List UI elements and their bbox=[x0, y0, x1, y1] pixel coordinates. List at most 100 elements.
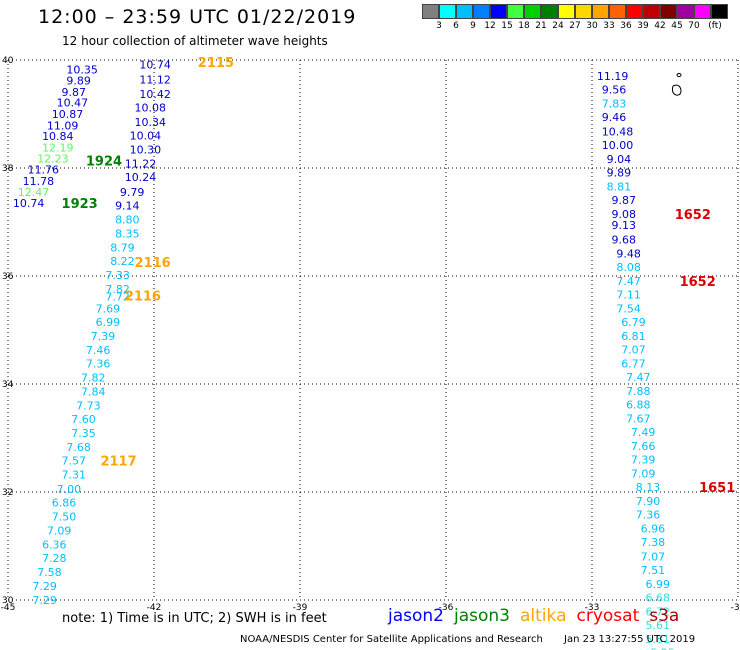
legend-tick-label: 36 bbox=[620, 21, 632, 31]
wave-height-value: 7.57 bbox=[62, 455, 87, 468]
wave-height-value: 7.54 bbox=[616, 302, 641, 315]
wave-height-value: 9.46 bbox=[602, 111, 627, 124]
wave-height-value: 7.58 bbox=[37, 566, 62, 579]
legend-labels: 3 6 9 12 15 18 21 24 27 30 33 36 39 42 45 70 (ft) bbox=[422, 19, 728, 33]
wave-height-value: 6.88 bbox=[626, 399, 651, 412]
satellite-cryosat: cryosat bbox=[576, 606, 640, 626]
wave-height-value: 11.09 bbox=[47, 119, 79, 132]
lat-tick-label: 38 bbox=[2, 164, 14, 174]
legend-swatch bbox=[473, 4, 490, 19]
wave-height-value: 7.72 bbox=[105, 291, 130, 304]
wave-height-value: 9.89 bbox=[607, 166, 632, 179]
pass-time-label: 1923 bbox=[62, 197, 98, 212]
wave-height-value: 7.84 bbox=[81, 386, 106, 399]
wave-height-value: 7.29 bbox=[32, 580, 57, 593]
island-large bbox=[671, 84, 682, 96]
wave-height-value: 9.04 bbox=[607, 153, 632, 166]
legend-swatch bbox=[592, 4, 609, 19]
wave-height-value: 10.42 bbox=[139, 88, 171, 101]
legend-tick-label: 45 bbox=[671, 21, 683, 31]
wave-height-value: 7.38 bbox=[641, 536, 666, 549]
wave-height-value: 7.31 bbox=[62, 469, 87, 482]
wave-height-value: 7.50 bbox=[52, 510, 77, 523]
legend-swatch bbox=[694, 4, 711, 19]
wave-height-value: 9.08 bbox=[611, 208, 636, 221]
credit-text: NOAA/NESDIS Center for Satellite Applica… bbox=[240, 634, 543, 645]
wave-height-value: 7.46 bbox=[86, 344, 111, 357]
wave-height-value: 7.88 bbox=[626, 385, 651, 398]
credit-footer: NOAA/NESDIS Center for Satellite Applica… bbox=[240, 634, 695, 645]
wave-height-value: 11.76 bbox=[27, 164, 59, 177]
legend-tick-label: 39 bbox=[637, 21, 649, 31]
wave-height-value: 10.87 bbox=[52, 108, 84, 121]
satellite-s3a: s3a bbox=[649, 606, 680, 626]
lon-tick-label: -39 bbox=[293, 603, 308, 613]
legend-tick-label: 21 bbox=[535, 21, 547, 31]
island-small bbox=[676, 73, 682, 77]
legend-swatch bbox=[609, 4, 626, 19]
lon-tick-label: -30 bbox=[731, 603, 740, 613]
legend-tick-label: 33 bbox=[603, 21, 615, 31]
lat-tick-label: 32 bbox=[2, 488, 13, 498]
wave-height-value: 12.23 bbox=[37, 152, 68, 165]
wave-height-value: 10.08 bbox=[135, 102, 167, 115]
wave-height-value: 9.56 bbox=[602, 84, 627, 97]
wave-height-value: 7.39 bbox=[631, 454, 656, 467]
wave-height-value: 7.83 bbox=[602, 98, 627, 111]
wave-height-value: 10.04 bbox=[130, 130, 162, 143]
wave-height-value: 6.77 bbox=[621, 357, 646, 370]
wave-height-value: 7.09 bbox=[631, 468, 656, 481]
wave-height-value: 6.68 bbox=[646, 591, 671, 604]
wave-height-value: 7.66 bbox=[631, 440, 656, 453]
wave-height-value: 7.09 bbox=[47, 524, 72, 537]
legend-unit: (ft) bbox=[708, 21, 722, 31]
legend-swatch bbox=[711, 4, 728, 19]
wave-height-value: 6.99 bbox=[96, 316, 121, 329]
pass-time-label: 1652 bbox=[675, 208, 711, 223]
legend-swatch bbox=[541, 4, 558, 19]
lon-tick-label: -45 bbox=[1, 603, 16, 613]
legend-tick-label: 12 bbox=[484, 21, 496, 31]
legend-swatch bbox=[677, 4, 694, 19]
lon-tick-label: -42 bbox=[147, 603, 162, 613]
wave-height-value: 10.47 bbox=[57, 97, 89, 110]
wave-height-value: 6.81 bbox=[621, 330, 646, 343]
wave-height-value: 7.49 bbox=[631, 426, 656, 439]
legend-swatch bbox=[575, 4, 592, 19]
wave-height-value: 7.35 bbox=[71, 427, 96, 440]
wave-height-value: 10.74 bbox=[13, 197, 45, 210]
legend-tick-label: 70 bbox=[688, 21, 700, 31]
wave-height-value: 8.13 bbox=[636, 481, 661, 494]
wave-height-value: 8.81 bbox=[607, 180, 632, 193]
map-title: 12:00 – 23:59 UTC 01/22/2019 bbox=[38, 6, 357, 28]
lat-tick-label: 34 bbox=[2, 380, 14, 390]
pass-time-label: 2115 bbox=[198, 56, 234, 71]
wave-height-value: 6.96 bbox=[641, 523, 666, 536]
wave-height-value: 8.08 bbox=[616, 261, 641, 274]
lon-tick-label: -33 bbox=[585, 603, 600, 613]
wave-height-value: 8.35 bbox=[115, 227, 140, 240]
satellite-altika: altika bbox=[520, 606, 567, 626]
wave-height-value: 10.30 bbox=[130, 144, 162, 157]
legend-swatch bbox=[456, 4, 473, 19]
legend-tick-label: 18 bbox=[518, 21, 530, 31]
wave-height-value: 8.80 bbox=[115, 213, 140, 226]
wave-height-value: 7.07 bbox=[621, 343, 646, 356]
legend-swatch bbox=[439, 4, 456, 19]
wave-height-value: 6.86 bbox=[52, 496, 77, 509]
wave-height-value: 7.47 bbox=[626, 371, 651, 384]
wave-height-value: 9.87 bbox=[611, 194, 636, 207]
wave-height-value: 9.68 bbox=[611, 233, 636, 246]
wave-height-value: 9.87 bbox=[62, 86, 87, 99]
wave-height-value: 10.48 bbox=[602, 125, 634, 138]
wave-height-value: 9.89 bbox=[66, 75, 91, 88]
wave-height-value: 9.14 bbox=[115, 199, 140, 212]
wave-height-value: 7.29 bbox=[32, 594, 57, 607]
legend-tick-label: 3 bbox=[436, 21, 442, 31]
wave-height-value: 7.07 bbox=[641, 550, 666, 563]
legend-tick-label: 15 bbox=[501, 21, 513, 31]
wave-height-value: 8.22 bbox=[110, 255, 135, 268]
wave-height-value: 10.24 bbox=[125, 171, 157, 184]
wave-height-value: 10.35 bbox=[66, 64, 98, 77]
